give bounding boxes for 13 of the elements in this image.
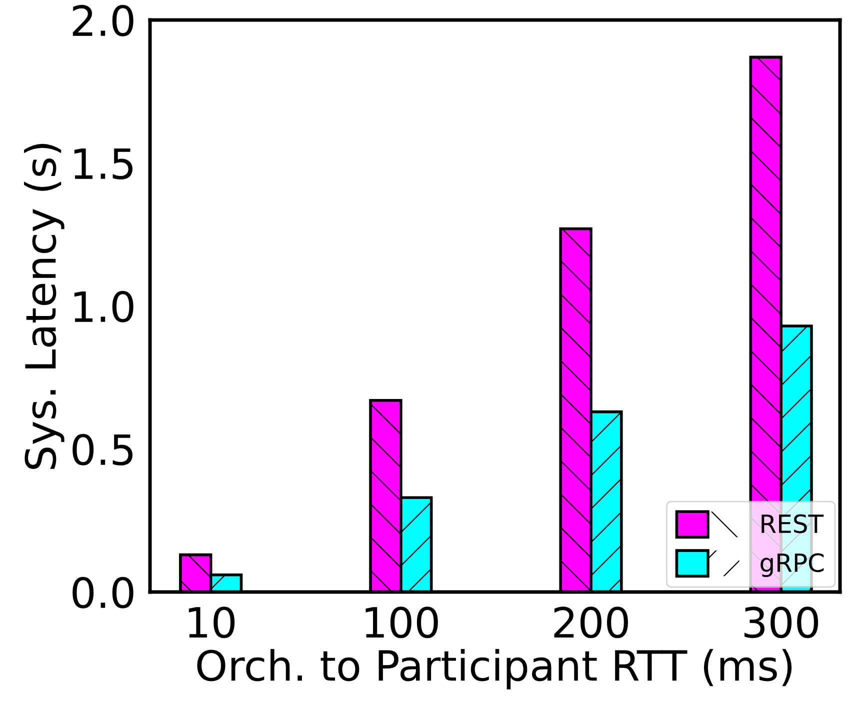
x-tick-label: 100 — [366, 606, 438, 638]
x-tick-label: 300 — [744, 606, 818, 638]
y-tick-label: 0.0 — [72, 576, 134, 608]
y-tick-label: 1.0 — [74, 290, 134, 322]
x-axis-title: Orch. to Participant RTT (ms) — [197, 648, 792, 690]
legend-label: REST — [762, 514, 824, 534]
y-tick-label: 0.5 — [72, 434, 132, 466]
x-tick-label: 200 — [554, 606, 628, 638]
y-axis-title: Sys. Latency (s) — [24, 144, 64, 469]
y-tick-label: 2.0 — [72, 4, 134, 36]
y-tick-label: 1.5 — [74, 148, 132, 180]
legend-label: gRPC — [760, 553, 824, 577]
x-tick-label: 10 — [188, 606, 235, 638]
